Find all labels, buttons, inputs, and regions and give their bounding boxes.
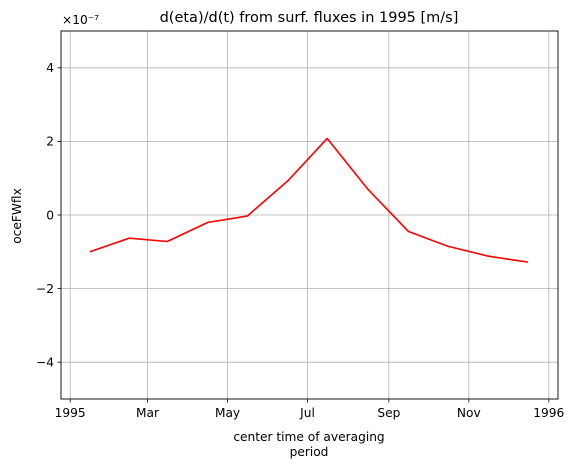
y-tick-label: 4 [46, 61, 54, 75]
x-tick-label: 1995 [55, 406, 86, 420]
grid [61, 31, 558, 399]
x-tick-label: 1996 [533, 406, 564, 420]
x-tick-label: Nov [457, 406, 481, 420]
y-tick-label: −4 [36, 356, 54, 370]
y-tick-label: 2 [46, 135, 54, 149]
x-tick-label: May [215, 406, 240, 420]
y-tick-label: −2 [36, 282, 54, 296]
series-layer [89, 137, 528, 263]
x-axis: 1995 Mar May Jul Sep Nov 1996 [55, 399, 564, 420]
y-axis-label: oceFWflx [10, 188, 24, 244]
x-tick-label: Sep [377, 406, 400, 420]
y-offset-label: ×10⁻⁷ [62, 13, 99, 27]
series-line [89, 137, 528, 263]
x-axis-label-line1: center time of averaging [233, 430, 384, 444]
x-axis-label-line2: period [290, 445, 329, 459]
chart-title: d(eta)/d(t) from surf. fluxes in 1995 [m… [160, 10, 459, 26]
x-tick-label: Jul [299, 406, 315, 420]
y-tick-label: 0 [46, 208, 54, 222]
y-axis: −4 −2 0 2 4 [36, 61, 61, 370]
x-tick-label: Mar [136, 406, 160, 420]
